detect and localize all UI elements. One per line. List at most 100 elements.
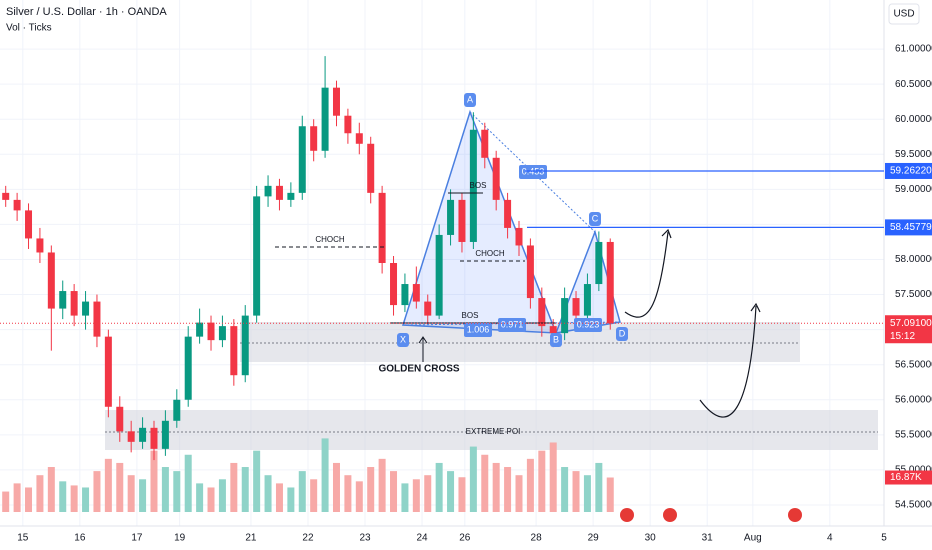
volume-bar bbox=[583, 475, 591, 512]
volume-bar bbox=[218, 479, 226, 512]
structure-label: BOS bbox=[462, 311, 479, 320]
candle-body bbox=[583, 284, 591, 316]
candle-body bbox=[161, 420, 169, 449]
pattern-point-label: B bbox=[553, 334, 559, 344]
projection-arrow bbox=[699, 305, 757, 418]
candle-body bbox=[127, 431, 135, 442]
candles bbox=[2, 56, 614, 461]
candle-body bbox=[287, 192, 295, 200]
volume-bar bbox=[412, 479, 420, 512]
candle-body bbox=[150, 427, 158, 449]
y-tick-label: 59.00000 bbox=[895, 184, 932, 195]
pattern-point-label: C bbox=[592, 213, 599, 223]
arrow-head bbox=[418, 336, 428, 344]
volume-bar bbox=[241, 467, 249, 512]
volume-bar bbox=[207, 487, 215, 512]
pattern-point-label: X bbox=[400, 334, 406, 344]
volume-bar bbox=[82, 487, 90, 512]
volume-bar bbox=[435, 462, 443, 512]
x-tick-label: 30 bbox=[645, 533, 657, 544]
volume-bar bbox=[447, 471, 455, 512]
x-tick-label: 21 bbox=[245, 533, 257, 544]
annotation-label: GOLDEN CROSS bbox=[378, 364, 459, 375]
volume-bar bbox=[458, 477, 466, 512]
price-level-box bbox=[885, 162, 932, 179]
candle-body bbox=[332, 87, 340, 116]
ratio-label: 1.006 bbox=[467, 324, 490, 334]
y-tick-label: 58.00000 bbox=[895, 254, 932, 265]
candle-body bbox=[82, 301, 90, 316]
candle-body bbox=[264, 185, 272, 197]
volume-bar bbox=[355, 481, 363, 512]
candle-body bbox=[538, 298, 546, 327]
candle-body bbox=[241, 315, 249, 376]
projection-arrow bbox=[624, 231, 669, 318]
structure-label: CHOCH bbox=[315, 235, 345, 244]
event-icon[interactable] bbox=[788, 508, 802, 522]
annotation-label: EXTREME POI bbox=[466, 427, 521, 436]
candle-body bbox=[184, 336, 192, 400]
y-tick-label: 55.50000 bbox=[895, 429, 932, 440]
volume-bar bbox=[561, 467, 569, 512]
pattern-point-label: D bbox=[619, 328, 626, 338]
candle-body bbox=[36, 238, 44, 253]
pattern-point-box bbox=[589, 212, 601, 226]
volume-bar bbox=[253, 450, 261, 512]
volume-bar bbox=[367, 467, 375, 512]
ratio-box bbox=[464, 323, 492, 337]
volume-bar bbox=[401, 483, 409, 512]
volume-bar bbox=[310, 479, 318, 512]
pattern-point-box bbox=[550, 333, 562, 347]
event-icon[interactable] bbox=[620, 508, 634, 522]
ratio-label: 0.971 bbox=[501, 319, 524, 329]
countdown: 15:12 bbox=[890, 331, 915, 342]
pattern-point-box bbox=[616, 327, 628, 341]
ratio-box bbox=[574, 318, 602, 332]
candle-body bbox=[481, 129, 489, 158]
x-tick-label: 24 bbox=[416, 533, 428, 544]
volume-bar bbox=[139, 479, 147, 512]
volume-bar bbox=[70, 485, 78, 512]
candle-body bbox=[595, 241, 603, 285]
candle-body bbox=[104, 336, 112, 407]
candle-body bbox=[355, 133, 363, 144]
volume-bar bbox=[93, 471, 101, 512]
candle-body bbox=[218, 326, 226, 341]
volume-layer bbox=[2, 438, 614, 512]
volume-bar bbox=[161, 467, 169, 512]
candle-body bbox=[173, 399, 181, 421]
candle-body bbox=[25, 210, 33, 239]
y-tick-label: 61.00000 bbox=[895, 44, 932, 55]
pattern-point-label: A bbox=[467, 94, 473, 104]
volume-bar bbox=[184, 454, 192, 512]
volume-bar bbox=[2, 491, 10, 512]
structure-label: BOS bbox=[470, 181, 487, 190]
y-tick-label: 56.00000 bbox=[895, 394, 932, 405]
event-icon[interactable] bbox=[663, 508, 677, 522]
candle-body bbox=[310, 126, 318, 151]
x-tick-label: 16 bbox=[74, 533, 86, 544]
y-tick-label: 55.00000 bbox=[895, 465, 932, 476]
candle-body bbox=[526, 245, 534, 299]
volume-bar bbox=[127, 475, 135, 512]
candle-body bbox=[435, 234, 443, 316]
candle-body bbox=[344, 115, 352, 134]
volume-bar bbox=[515, 475, 523, 512]
volume-bar bbox=[13, 483, 21, 512]
ratio-box bbox=[519, 165, 547, 179]
volume-bar bbox=[287, 487, 295, 512]
candle-body bbox=[207, 322, 215, 341]
currency-box[interactable] bbox=[888, 3, 920, 25]
arrow-head bbox=[750, 302, 761, 313]
candle-body bbox=[504, 199, 512, 228]
volume-label: 16.87K bbox=[890, 472, 922, 483]
y-tick-label: 59.50000 bbox=[895, 149, 932, 160]
candle-body bbox=[572, 298, 580, 316]
chart-title: Silver / U.S. Dollar · 1h · OANDA bbox=[6, 6, 167, 18]
candle-body bbox=[116, 406, 124, 432]
candle-body bbox=[378, 192, 386, 263]
volume-bar bbox=[538, 450, 546, 512]
volume-bar bbox=[469, 446, 477, 512]
candle-body bbox=[93, 301, 101, 337]
